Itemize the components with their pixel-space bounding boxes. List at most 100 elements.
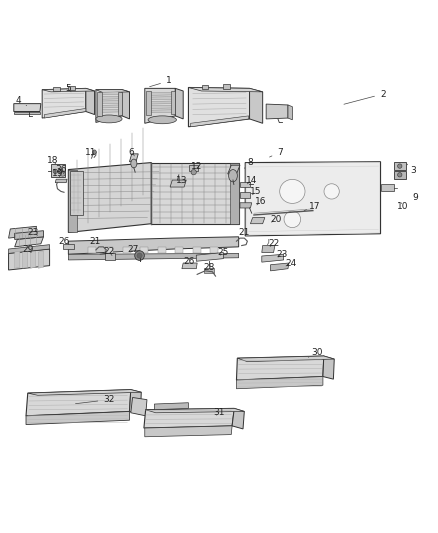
Polygon shape <box>106 247 113 253</box>
Polygon shape <box>28 390 141 395</box>
Polygon shape <box>246 163 380 235</box>
Text: 15: 15 <box>251 187 262 196</box>
Polygon shape <box>26 411 130 425</box>
Polygon shape <box>14 103 41 111</box>
Polygon shape <box>250 88 263 123</box>
Polygon shape <box>170 180 186 187</box>
Polygon shape <box>237 356 324 380</box>
Polygon shape <box>42 88 86 118</box>
Polygon shape <box>9 249 49 270</box>
Polygon shape <box>271 263 289 271</box>
Polygon shape <box>394 171 406 179</box>
Polygon shape <box>175 88 183 119</box>
Polygon shape <box>145 88 175 123</box>
Ellipse shape <box>284 211 300 228</box>
Polygon shape <box>86 88 95 115</box>
Text: 20: 20 <box>270 215 282 224</box>
Polygon shape <box>240 192 251 198</box>
Polygon shape <box>68 237 239 254</box>
Polygon shape <box>63 244 74 249</box>
Polygon shape <box>201 85 208 89</box>
Text: 24: 24 <box>286 259 297 268</box>
Polygon shape <box>53 87 60 91</box>
Text: 22: 22 <box>268 239 279 248</box>
Polygon shape <box>288 105 292 120</box>
Polygon shape <box>189 165 198 171</box>
Polygon shape <box>145 426 232 437</box>
Polygon shape <box>122 90 130 119</box>
Text: 8: 8 <box>244 158 253 168</box>
Text: 23: 23 <box>28 228 39 237</box>
Polygon shape <box>131 398 147 416</box>
Polygon shape <box>30 251 35 268</box>
Polygon shape <box>188 87 250 127</box>
Polygon shape <box>42 88 95 92</box>
Polygon shape <box>22 251 28 268</box>
Polygon shape <box>144 408 234 428</box>
Text: 14: 14 <box>246 175 258 184</box>
Polygon shape <box>99 101 120 103</box>
Polygon shape <box>171 91 175 114</box>
Polygon shape <box>245 161 381 236</box>
Polygon shape <box>68 86 75 90</box>
Ellipse shape <box>135 251 145 261</box>
Polygon shape <box>146 408 244 413</box>
Polygon shape <box>118 92 122 115</box>
Text: 26: 26 <box>58 237 70 246</box>
Ellipse shape <box>137 253 142 258</box>
Text: 13: 13 <box>176 175 187 184</box>
Polygon shape <box>14 111 40 114</box>
Text: 1: 1 <box>150 76 172 87</box>
Text: 11: 11 <box>85 148 97 157</box>
Polygon shape <box>99 92 120 95</box>
Polygon shape <box>262 246 275 253</box>
Polygon shape <box>148 92 173 95</box>
Text: 25: 25 <box>218 248 229 257</box>
Ellipse shape <box>60 172 65 176</box>
Ellipse shape <box>148 116 177 124</box>
Ellipse shape <box>93 150 96 154</box>
Ellipse shape <box>59 169 63 174</box>
Text: 26: 26 <box>184 257 195 266</box>
Polygon shape <box>251 217 265 224</box>
Polygon shape <box>68 163 151 232</box>
Text: 16: 16 <box>255 197 266 206</box>
Text: 22: 22 <box>103 247 115 256</box>
Polygon shape <box>14 251 20 268</box>
Text: 29: 29 <box>22 245 33 254</box>
Text: 27: 27 <box>127 245 138 254</box>
Text: 9: 9 <box>413 193 418 202</box>
Polygon shape <box>55 179 67 183</box>
Text: 31: 31 <box>213 408 225 417</box>
Polygon shape <box>148 101 173 104</box>
Polygon shape <box>148 96 173 100</box>
Polygon shape <box>188 87 263 92</box>
Polygon shape <box>130 154 138 161</box>
Polygon shape <box>196 253 223 261</box>
Polygon shape <box>96 90 122 123</box>
Ellipse shape <box>324 184 339 199</box>
Polygon shape <box>240 182 251 187</box>
Text: 36: 36 <box>55 165 67 174</box>
Polygon shape <box>68 253 239 260</box>
Polygon shape <box>158 247 166 253</box>
Polygon shape <box>175 247 183 253</box>
Text: 21: 21 <box>89 237 100 246</box>
Polygon shape <box>123 247 131 253</box>
Polygon shape <box>99 105 120 108</box>
Polygon shape <box>105 253 115 260</box>
Text: 5: 5 <box>66 84 71 93</box>
Text: 4: 4 <box>15 96 27 106</box>
Polygon shape <box>68 169 77 232</box>
Polygon shape <box>223 84 230 89</box>
Polygon shape <box>182 263 197 269</box>
Polygon shape <box>204 268 214 272</box>
Text: 23: 23 <box>277 250 288 259</box>
Ellipse shape <box>229 169 237 182</box>
Polygon shape <box>228 165 240 174</box>
Ellipse shape <box>191 169 196 175</box>
Text: 32: 32 <box>75 395 115 404</box>
Polygon shape <box>9 245 49 253</box>
Polygon shape <box>151 163 239 224</box>
Polygon shape <box>9 227 36 238</box>
